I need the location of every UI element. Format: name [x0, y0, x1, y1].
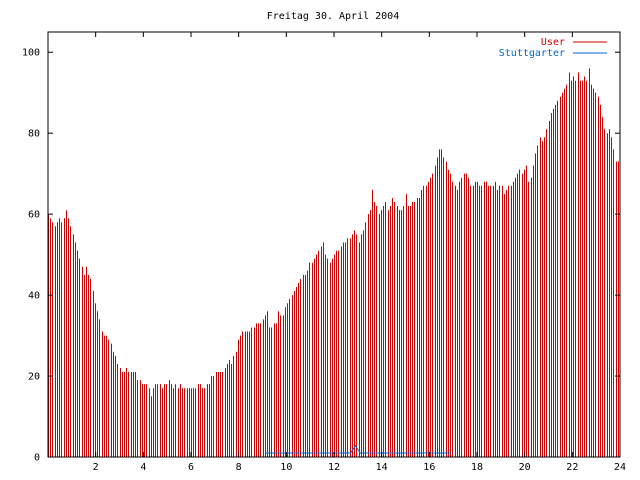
y-tick-label: 100: [22, 48, 40, 59]
x-tick-label: 4: [140, 462, 146, 473]
x-tick-label: 14: [376, 462, 388, 473]
y-tick-label: 20: [28, 372, 40, 383]
user-series-bars: [48, 68, 619, 457]
legend: User Stuttgarter: [499, 37, 607, 59]
chart-title: Freitag 30. April 2004: [267, 11, 399, 22]
x-tick-label: 8: [236, 462, 242, 473]
y-tick-label: 60: [28, 210, 40, 221]
x-tick-label: 2: [93, 462, 99, 473]
y-tick-label: 40: [28, 291, 40, 302]
legend-label-user: User: [541, 37, 565, 48]
x-tick-label: 22: [566, 462, 578, 473]
x-tick-label: 16: [423, 462, 435, 473]
x-tick-label: 18: [471, 462, 483, 473]
y-tick-label: 0: [34, 453, 40, 464]
x-tick-label: 12: [328, 462, 340, 473]
x-tick-label: 24: [614, 462, 626, 473]
y-tick-label: 80: [28, 129, 40, 140]
stuttgarter-series-line: [264, 444, 451, 454]
legend-label-stuttgarter: Stuttgarter: [499, 48, 565, 59]
x-tick-label: 20: [519, 462, 531, 473]
x-tick-label: 6: [188, 462, 194, 473]
x-tick-label: 10: [280, 462, 292, 473]
